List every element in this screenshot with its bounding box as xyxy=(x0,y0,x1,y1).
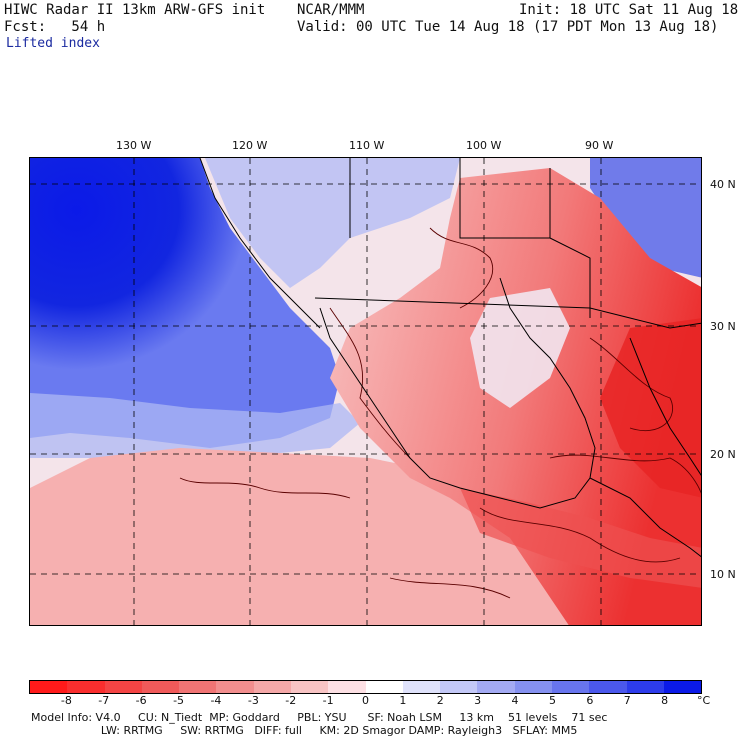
colorbar-swatch xyxy=(67,681,105,693)
colorbar-tick-label: -7 xyxy=(98,694,110,707)
colorbar-swatch xyxy=(253,681,291,693)
colorbar-unit: °C xyxy=(697,694,711,707)
colorbar-swatch xyxy=(141,681,180,693)
lat-label-40n: 40 N xyxy=(710,178,736,191)
valid-time: Valid: 00 UTC Tue 14 Aug 18 (17 PDT Mon … xyxy=(297,19,719,35)
colorbar-tick-label: 5 xyxy=(548,694,556,707)
title-left: HIWC Radar II 13km ARW-GFS init xyxy=(4,2,266,18)
colorbar-swatch xyxy=(30,681,68,693)
lon-label-120w: 120 W xyxy=(232,139,268,152)
colorbar-tick-label: 6 xyxy=(586,694,594,707)
colorbar-swatch xyxy=(290,681,329,693)
lat-label-10n: 10 N xyxy=(710,568,736,581)
unstable-core xyxy=(600,318,701,498)
colorbar-swatch xyxy=(402,681,441,693)
model-info-line2: LW: RRTMG SW: RRTMG DIFF: full KM: 2D Sm… xyxy=(31,724,578,737)
colorbar-swatch xyxy=(663,681,702,693)
neutral-pocket-texas xyxy=(470,288,570,408)
colorbar-tick-label: -2 xyxy=(285,694,297,707)
stable-ocean-region xyxy=(30,158,340,448)
colorbar-ticks: -8 -7 -6 -5 -4 -3 -2 -1 0 1 2 3 4 5 6 7 8 xyxy=(29,694,702,708)
stable-land-north xyxy=(205,158,460,288)
lat-label-20n: 20 N xyxy=(710,448,736,461)
colorbar-swatch xyxy=(626,681,664,693)
lon-label-100w: 100 W xyxy=(466,139,502,152)
lifted-index-map[interactable] xyxy=(29,157,702,626)
colorbar-swatch xyxy=(179,681,217,693)
colorbar-tick-label: -1 xyxy=(322,694,334,707)
colorbar-tick-label: 2 xyxy=(436,694,444,707)
colorbar-swatch xyxy=(514,681,552,693)
colorbar-tick-label: 8 xyxy=(661,694,669,707)
colorbar-swatch xyxy=(440,681,478,693)
colorbar-swatch xyxy=(551,681,590,693)
li-contours xyxy=(179,227,701,599)
colorbar-tick-label: -3 xyxy=(247,694,259,707)
lon-label-90w: 90 W xyxy=(585,139,614,152)
colorbar-tick-label: 0 xyxy=(362,694,369,707)
field-name: Lifted index xyxy=(6,36,100,51)
init-time: Init: 18 UTC Sat 11 Aug 18 xyxy=(519,2,739,18)
colorbar-swatch xyxy=(216,681,254,693)
stable-transition-band xyxy=(30,393,360,458)
colorbar-swatch xyxy=(104,681,142,693)
lon-label-130w: 130 W xyxy=(116,139,152,152)
colorbar-tick-label: -6 xyxy=(135,694,147,707)
lifted-index-colorbar xyxy=(29,680,702,694)
lon-label-110w: 110 W xyxy=(349,139,385,152)
political-boundaries xyxy=(199,158,701,558)
colorbar-swatch xyxy=(477,681,515,693)
colorbar-tick-label: 1 xyxy=(399,694,407,707)
center-label: NCAR/MMM xyxy=(297,2,365,18)
colorbar-tick-label: -5 xyxy=(173,694,185,707)
model-info-line1: Model Info: V4.0 CU: N_Tiedt MP: Goddard… xyxy=(31,711,608,724)
colorbar-swatch xyxy=(589,681,627,693)
colorbar-swatch xyxy=(328,681,366,693)
map-canvas xyxy=(30,158,701,625)
colorbar-tick-label: -4 xyxy=(210,694,222,707)
lat-label-30n: 30 N xyxy=(710,320,736,333)
colorbar-tick-label: 3 xyxy=(474,694,482,707)
unstable-mexico-coast xyxy=(460,488,701,588)
colorbar-tick-label: 7 xyxy=(623,694,631,707)
colorbar-swatch xyxy=(365,681,403,693)
graticule xyxy=(30,158,701,625)
colorbar-tick-label: -8 xyxy=(60,694,72,707)
stable-northeast xyxy=(590,158,701,278)
forecast-hour: Fcst: 54 h xyxy=(4,19,106,35)
colorbar-tick-label: 4 xyxy=(511,694,519,707)
